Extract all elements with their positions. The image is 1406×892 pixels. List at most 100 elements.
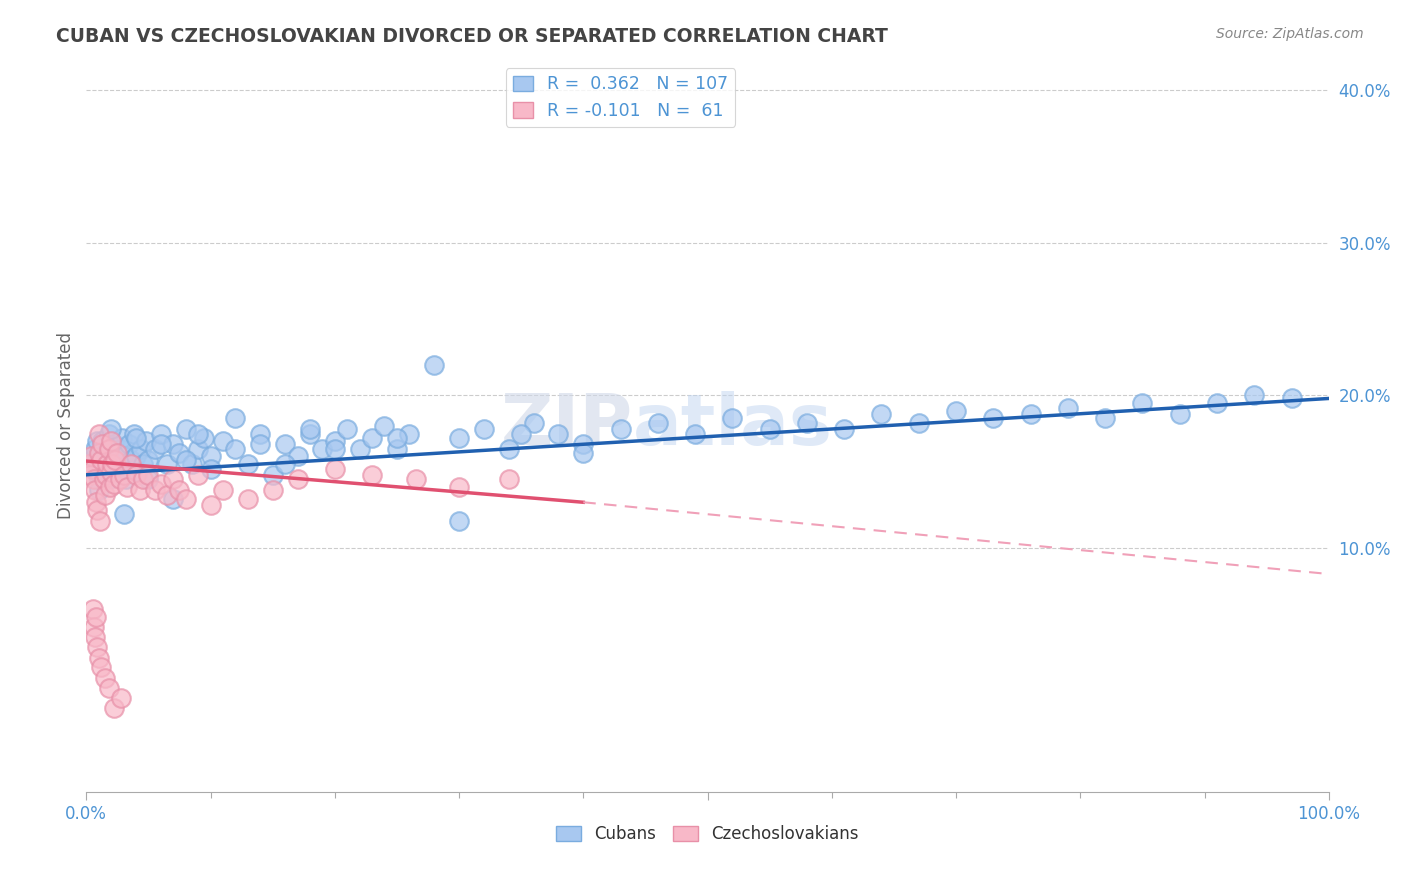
Point — [323, 461, 346, 475]
Point — [93, 467, 115, 482]
Point — [187, 467, 209, 482]
Point — [572, 446, 595, 460]
Y-axis label: Divorced or Separated: Divorced or Separated — [58, 333, 75, 519]
Point — [89, 457, 111, 471]
Point — [447, 431, 470, 445]
Legend: R =  0.362   N = 107, R = -0.101   N =  61: R = 0.362 N = 107, R = -0.101 N = 61 — [506, 69, 735, 127]
Point — [405, 472, 427, 486]
Point — [110, 442, 132, 456]
Text: atlas: atlas — [633, 392, 832, 460]
Point — [832, 422, 855, 436]
Point — [200, 461, 222, 475]
Point — [104, 452, 127, 467]
Point — [361, 431, 384, 445]
Point — [82, 457, 104, 471]
Point — [87, 446, 110, 460]
Point — [82, 461, 104, 475]
Point — [98, 480, 121, 494]
Point — [249, 426, 271, 441]
Point — [200, 450, 222, 464]
Point — [127, 465, 149, 479]
Point — [262, 483, 284, 497]
Point — [1094, 411, 1116, 425]
Point — [758, 422, 780, 436]
Point — [101, 461, 124, 475]
Point — [298, 422, 321, 436]
Point — [83, 450, 105, 464]
Point — [129, 442, 152, 456]
Point — [1206, 396, 1229, 410]
Point — [82, 602, 104, 616]
Point — [86, 503, 108, 517]
Point — [423, 358, 446, 372]
Point — [89, 514, 111, 528]
Point — [105, 446, 128, 460]
Point — [156, 457, 179, 471]
Point — [79, 467, 101, 482]
Text: CUBAN VS CZECHOSLOVAKIAN DIVORCED OR SEPARATED CORRELATION CHART: CUBAN VS CZECHOSLOVAKIAN DIVORCED OR SEP… — [56, 27, 889, 45]
Point — [87, 472, 110, 486]
Point — [94, 671, 117, 685]
Point — [323, 442, 346, 456]
Point — [609, 422, 631, 436]
Point — [1281, 392, 1303, 406]
Point — [169, 483, 191, 497]
Point — [125, 467, 148, 482]
Point — [162, 492, 184, 507]
Point — [103, 701, 125, 715]
Point — [236, 457, 259, 471]
Point — [138, 452, 160, 467]
Point — [77, 457, 100, 471]
Point — [84, 442, 107, 456]
Point — [510, 426, 533, 441]
Point — [361, 467, 384, 482]
Point — [87, 426, 110, 441]
Point — [122, 426, 145, 441]
Point — [721, 411, 744, 425]
Point — [105, 457, 128, 471]
Point — [93, 472, 115, 486]
Point — [373, 419, 395, 434]
Point — [193, 431, 215, 445]
Point — [572, 437, 595, 451]
Point — [91, 434, 114, 449]
Point — [91, 437, 114, 451]
Point — [100, 465, 122, 479]
Point — [143, 483, 166, 497]
Point — [117, 437, 139, 451]
Point — [349, 442, 371, 456]
Point — [870, 407, 893, 421]
Point — [100, 442, 122, 456]
Point — [138, 467, 160, 482]
Point — [110, 690, 132, 705]
Point — [236, 492, 259, 507]
Point — [336, 422, 359, 436]
Point — [98, 472, 121, 486]
Point — [96, 467, 118, 482]
Point — [169, 446, 191, 460]
Point — [90, 452, 112, 467]
Point — [135, 434, 157, 449]
Point — [143, 442, 166, 456]
Point — [149, 426, 172, 441]
Point — [108, 472, 131, 486]
Point — [262, 467, 284, 482]
Point — [274, 437, 297, 451]
Point — [86, 434, 108, 449]
Point — [96, 445, 118, 459]
Point — [162, 437, 184, 451]
Point — [547, 426, 569, 441]
Point — [90, 450, 112, 464]
Point — [498, 472, 520, 486]
Point — [683, 426, 706, 441]
Point — [138, 472, 160, 486]
Point — [149, 477, 172, 491]
Point — [498, 442, 520, 456]
Point — [981, 411, 1004, 425]
Point — [105, 446, 128, 460]
Point — [103, 437, 125, 451]
Point — [472, 422, 495, 436]
Point — [311, 442, 333, 456]
Point — [796, 416, 818, 430]
Point — [120, 457, 142, 471]
